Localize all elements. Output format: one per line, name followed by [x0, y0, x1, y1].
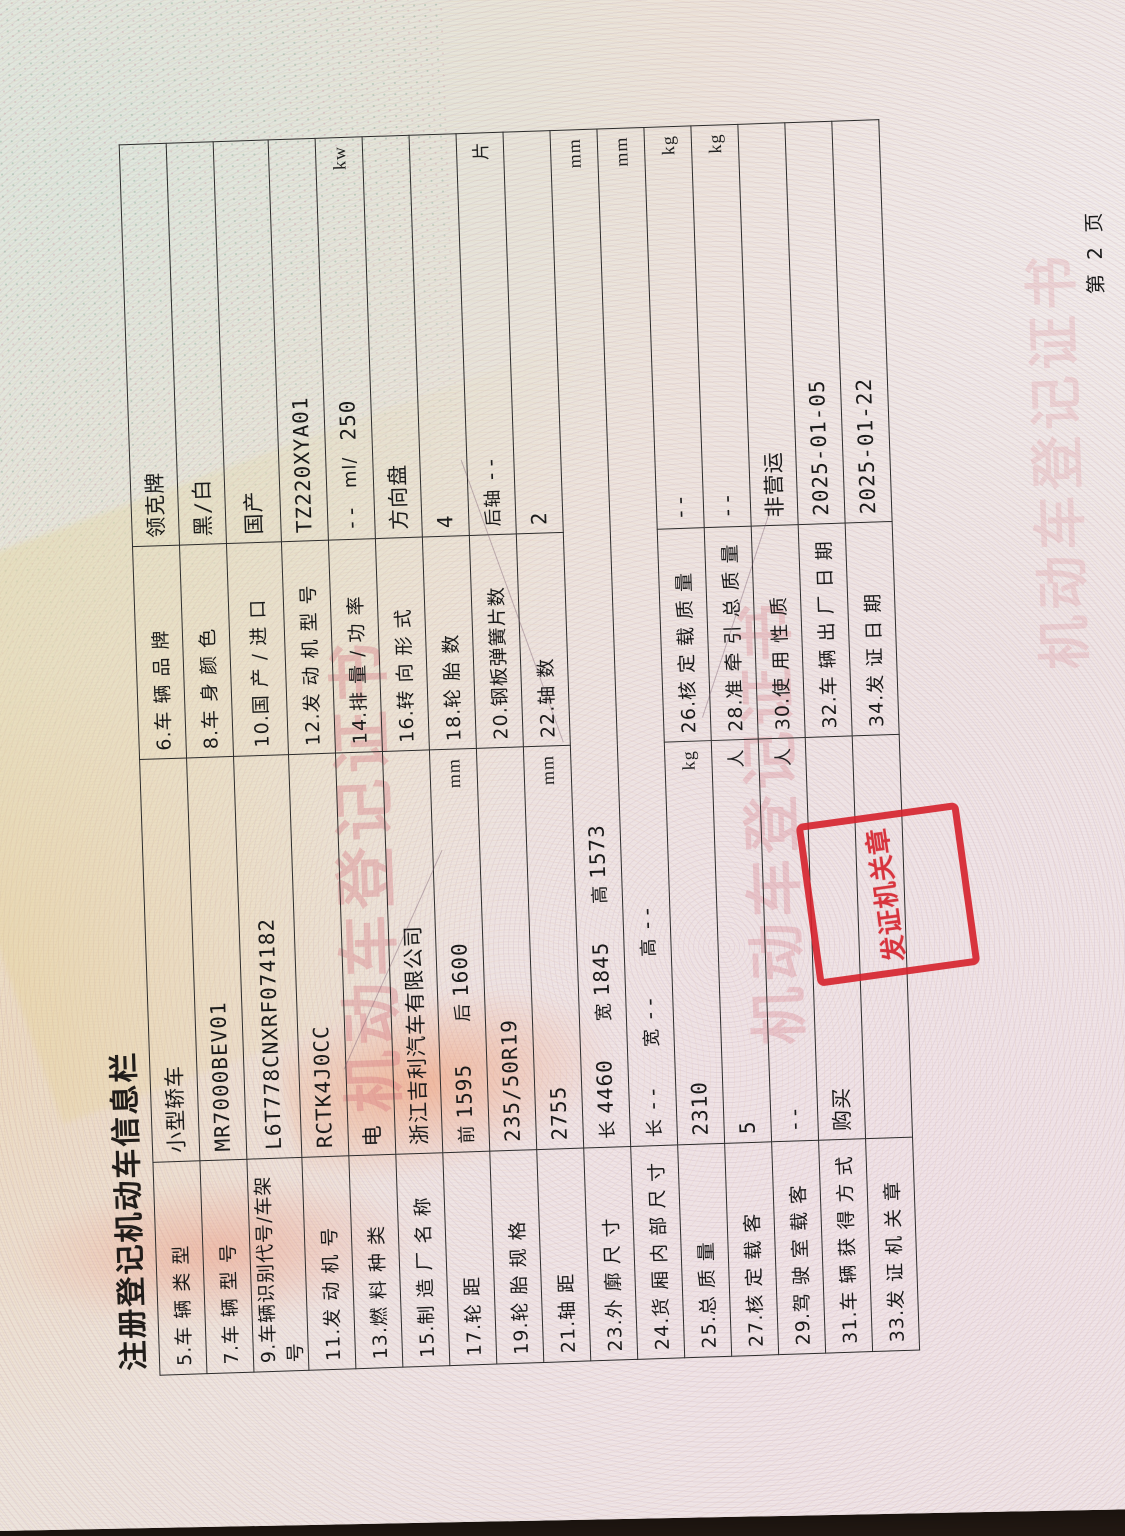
- row-label-left: 7.车 辆 型 号: [199, 1159, 254, 1374]
- row-label-right: 20.钢板弹簧片数: [469, 534, 524, 749]
- row-label-left: 33.发 证 机 关 章: [865, 1137, 920, 1352]
- row-label-left: 11.发 动 机 号: [301, 1155, 356, 1371]
- row-label-right: 30.使 用 性 质: [751, 525, 806, 740]
- row-label-left: 17.轮 距: [442, 1151, 497, 1366]
- row-label-left: 13.燃 料 种 类: [348, 1154, 403, 1369]
- row-label-right: 16.转 向 形 式: [375, 537, 430, 752]
- row-label-left: 5.车 辆 类 型: [152, 1160, 207, 1376]
- page-title: 注册登记机动车信息栏: [106, 1050, 153, 1372]
- official-seal: 发证机关章: [795, 802, 981, 988]
- unit-label: mm: [536, 754, 558, 786]
- row-label-right: 18.轮 胎 数: [422, 535, 477, 751]
- row-label-right: 28.准 牵 引 总 质 量: [704, 526, 759, 742]
- row-label-right: 10.国 产 / 进 口: [226, 542, 289, 757]
- row-label-right: 14.排 量 / 功 率: [328, 539, 383, 754]
- row-label-right: 32.车 辆 出 厂 日 期: [798, 523, 853, 738]
- row-label-left: 15.制 造 厂 名 称: [395, 1152, 450, 1368]
- row-label-right: 6.车 辆 品 牌: [132, 545, 187, 761]
- row-label-right: 34.发 证 日 期: [845, 521, 900, 737]
- row-label-left: 31.车 辆 获 得 方 式: [818, 1138, 873, 1354]
- certificate-document: 注册登记机动车信息栏 5.车 辆 类 型小型轿车 6.车 辆 品 牌领克牌 7.车 …: [73, 115, 1108, 1377]
- row-label-left: 19.轮 胎 规 格: [489, 1149, 544, 1365]
- row-label-left: 27.核 定 载 客: [724, 1141, 779, 1357]
- vehicle-info-table: 5.车 辆 类 型小型轿车 6.车 辆 品 牌领克牌 7.车 辆 型 号 MR7000…: [119, 119, 981, 1376]
- row-label-left: 25.总 质 量: [677, 1143, 732, 1358]
- row-label-right: 22.轴 数: [516, 532, 571, 748]
- unit-label: kw: [328, 145, 350, 171]
- unit-label: mm: [563, 137, 585, 169]
- row-label-left: 29.驾 驶 室 载 客: [771, 1140, 826, 1355]
- row-label-left: 24.货 厢 内 部 尺 寸: [630, 1144, 685, 1360]
- row-label-right: 8.车 身 颜 色: [179, 544, 234, 759]
- page-footer: 第 2 页: [1081, 208, 1109, 295]
- row-label-left: 23.外 廓 尺 寸: [583, 1146, 638, 1361]
- unit-label: kg: [704, 133, 725, 154]
- unit-label: mm: [442, 757, 464, 789]
- unit-label: 人: [773, 746, 794, 767]
- row-label-left: 9.车辆识别代号/车架号: [246, 1157, 309, 1373]
- unit-label: mm: [610, 136, 632, 168]
- unit-label: 人: [726, 748, 747, 769]
- unit-label: 片: [470, 141, 492, 161]
- unit-label: kg: [657, 134, 678, 156]
- row-label-left: 21.轴 距: [536, 1148, 591, 1363]
- certificate-content-rotated: 注册登记机动车信息栏 5.车 辆 类 型小型轿车 6.车 辆 品 牌领克牌 7.车 …: [30, 43, 1108, 1456]
- row-label-right: 12.发 动 机 型 号: [281, 540, 336, 756]
- unit-label: kg: [677, 750, 699, 771]
